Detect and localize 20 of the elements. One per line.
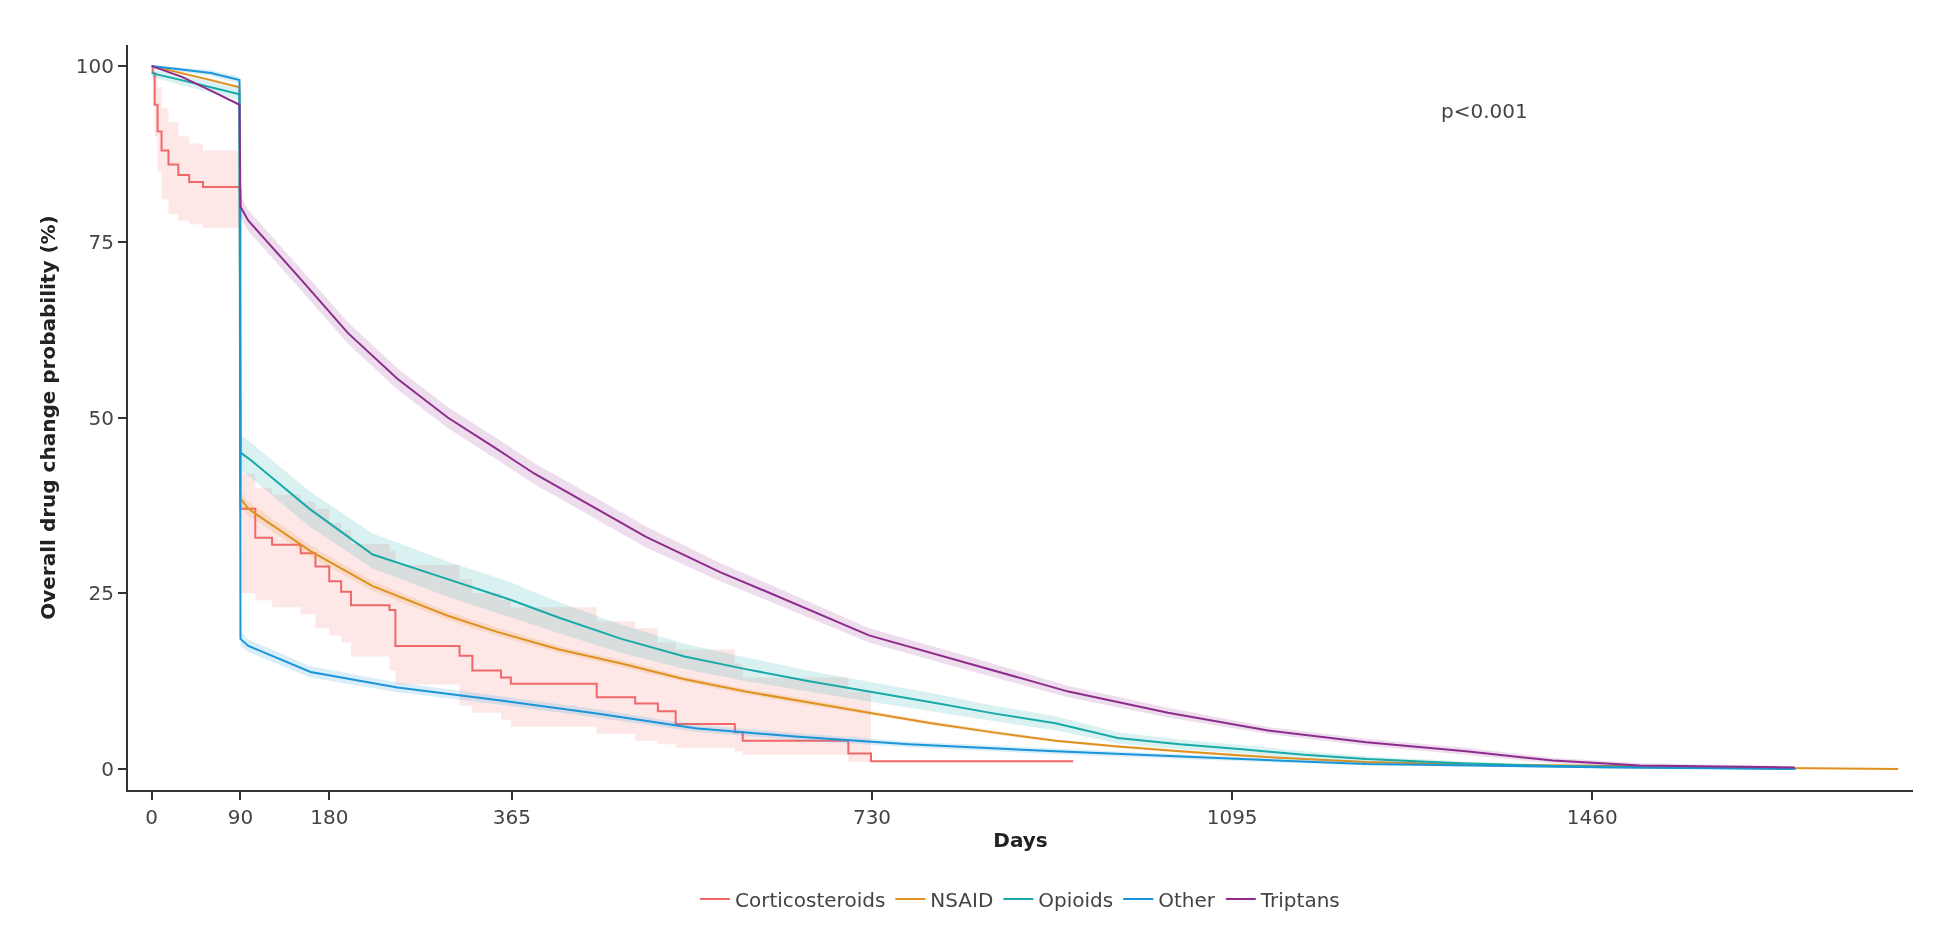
- y-tick-label: 50: [88, 405, 114, 430]
- legend-label: Corticosteroids: [735, 887, 886, 912]
- legend-label: NSAID: [930, 887, 994, 912]
- annotation: p<0.001: [1441, 99, 1528, 123]
- x-tick-label: 365: [492, 805, 531, 829]
- x-tick-label: 90: [227, 805, 254, 829]
- legend-label: Triptans: [1259, 887, 1340, 912]
- legend-label: Opioids: [1038, 887, 1114, 912]
- y-axis-title: Overall drug change probability (%): [35, 215, 60, 620]
- x-tick-label: 0: [145, 805, 159, 829]
- y-tick-label: 25: [88, 581, 114, 606]
- legend-label: Other: [1158, 887, 1216, 912]
- y-tick-label: 75: [88, 229, 114, 254]
- x-tick-label: 730: [852, 805, 892, 829]
- x-tick-label: 180: [310, 805, 349, 829]
- y-tick-label: 0: [101, 756, 114, 781]
- x-axis-title: Days: [993, 828, 1048, 852]
- x-tick-label: 1095: [1206, 805, 1258, 829]
- y-tick-label: 100: [75, 54, 114, 79]
- x-tick-label: 1460: [1566, 805, 1618, 829]
